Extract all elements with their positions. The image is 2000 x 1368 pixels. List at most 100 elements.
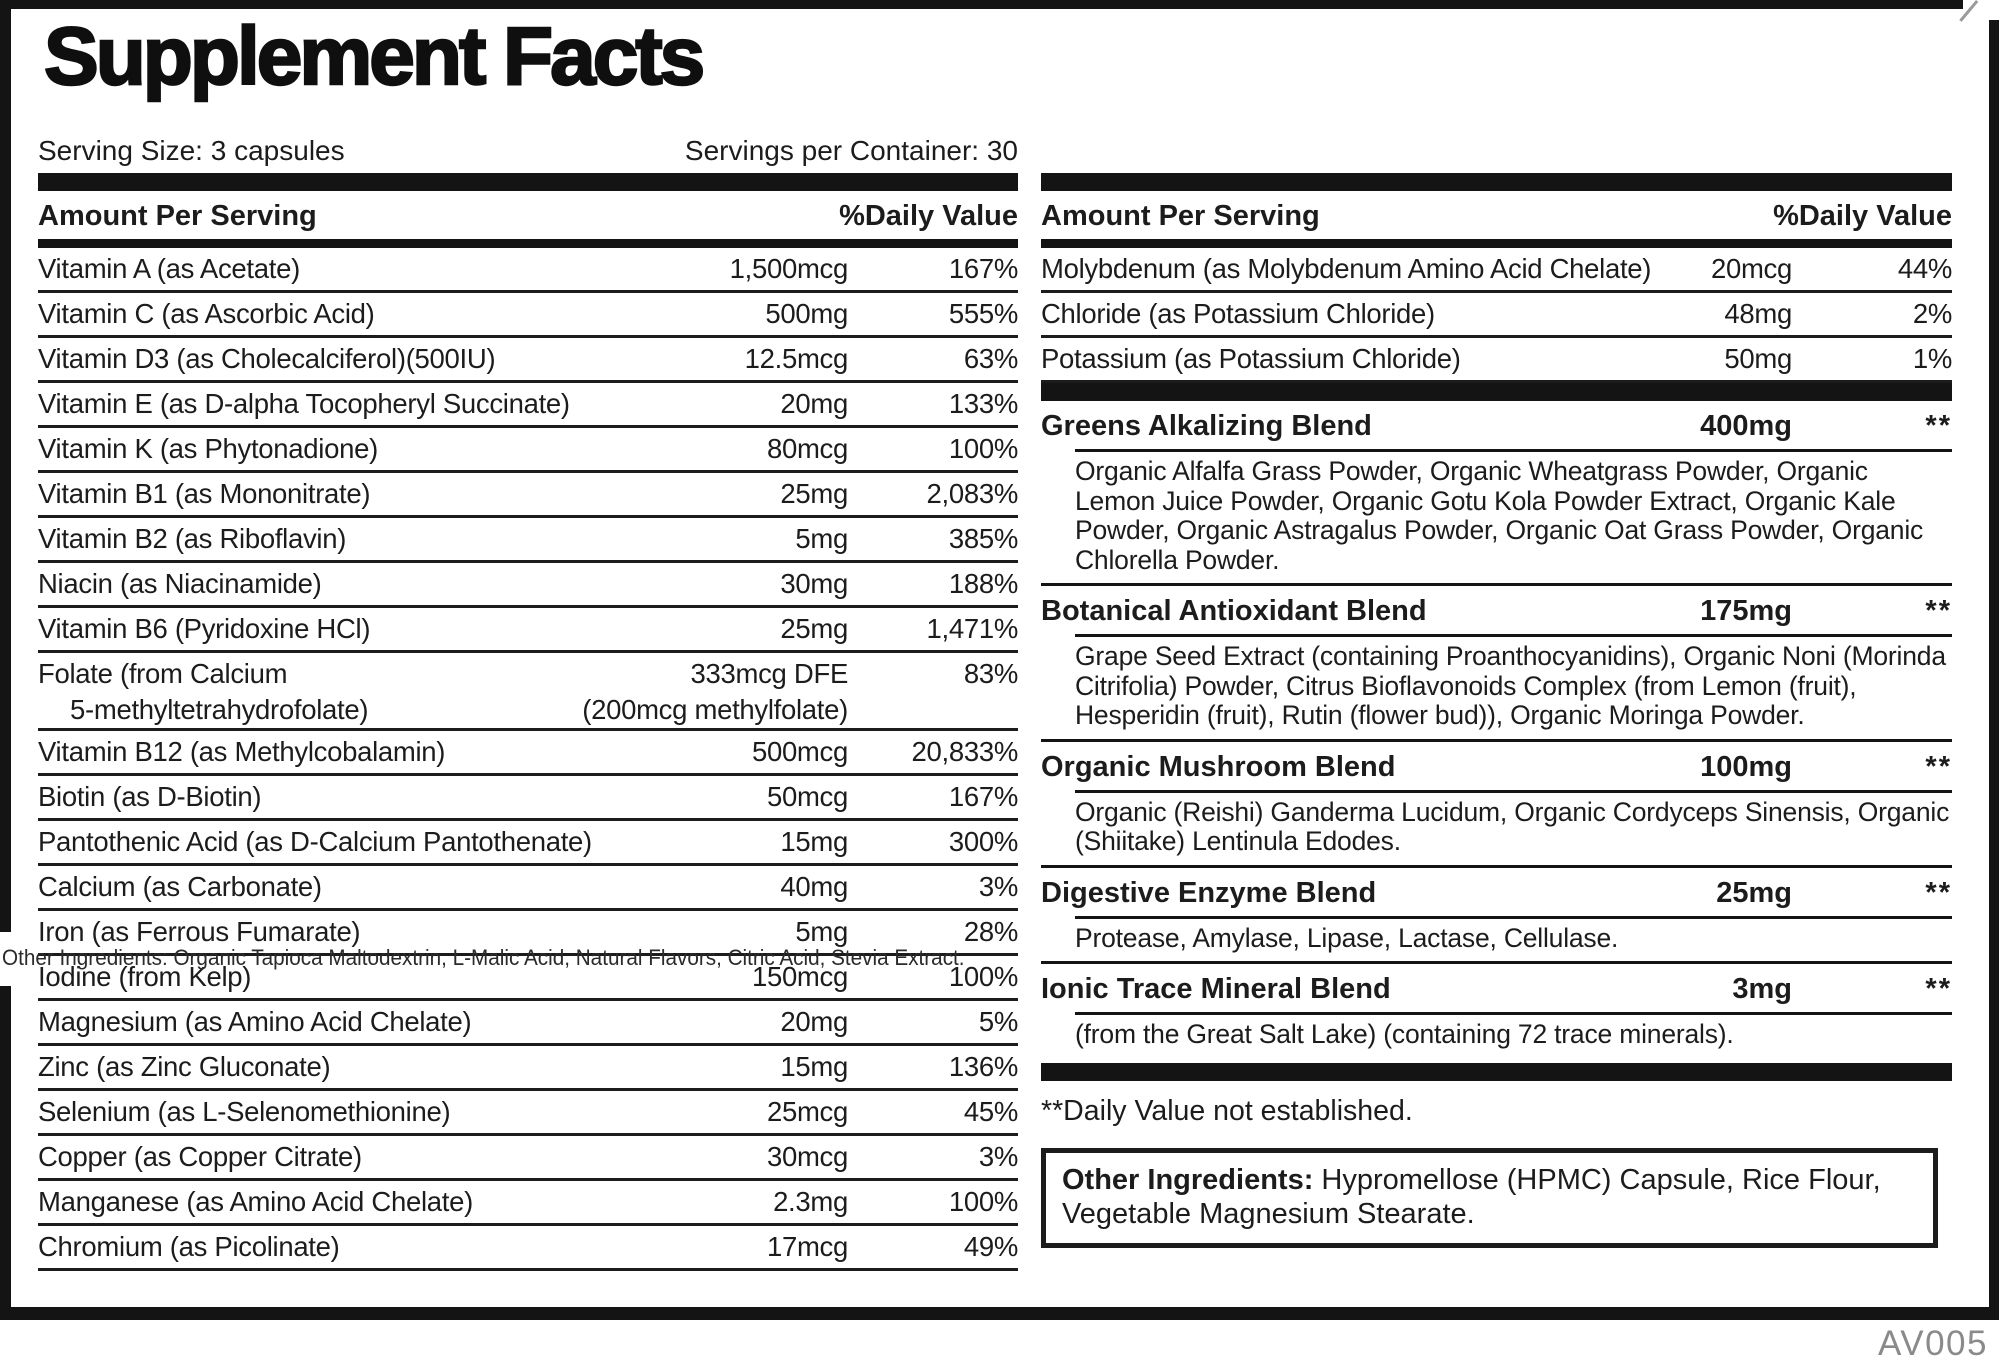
divider-thick (1041, 173, 1952, 191)
nutrient-amount: 25mg (780, 478, 848, 509)
border-gap-patch (0, 932, 13, 986)
blend-header: Greens Alkalizing Blend 400mg ** (1041, 401, 1952, 449)
table-row: Vitamin K (as Phytonadione) 80mcg 100% (38, 428, 1018, 473)
nutrient-daily-value: 133% (948, 388, 1018, 419)
nutrient-daily-value: 45% (963, 1096, 1018, 1127)
blend-sections: Greens Alkalizing Blend 400mg ** Organic… (1041, 401, 1952, 1058)
nutrient-amount: 12.5mcg (744, 343, 849, 374)
nutrient-daily-value: 136% (948, 1051, 1018, 1082)
blend-header: Organic Mushroom Blend 100mg ** (1041, 742, 1952, 790)
divider-medium (1041, 239, 1952, 248)
nutrient-name: Calcium (as Carbonate) (38, 871, 322, 902)
blend-daily-value: ** (1925, 595, 1952, 627)
nutrient-name: Vitamin B1 (as Mononitrate) (38, 478, 371, 509)
nutrient-daily-value: 2,083% (926, 478, 1019, 509)
nutrient-name: Vitamin D3 (as Cholecalciferol)(500IU) (38, 343, 496, 374)
label-code: AV005 (1878, 1324, 1988, 1363)
label-border-right (1989, 20, 1999, 1320)
nutrient-name: Copper (as Copper Citrate) (38, 1141, 362, 1172)
blend-amount: 100mg (1700, 750, 1792, 783)
divider-medium (38, 239, 1018, 248)
table-row: Niacin (as Niacinamide) 30mg 188% (38, 563, 1018, 608)
divider-thick (1041, 1062, 1952, 1081)
nutrient-name: Magnesium (as Amino Acid Chelate) (38, 1006, 472, 1037)
table-row: Manganese (as Amino Acid Chelate) 2.3mg … (38, 1181, 1018, 1226)
blend-name: Organic Mushroom Blend (1041, 750, 1396, 783)
blend-separator (1041, 864, 1952, 868)
nutrient-daily-value: 2% (1912, 298, 1952, 329)
nutrient-amount: 500mg (765, 298, 848, 329)
label-border-top (0, 0, 1963, 9)
blend-section: Ionic Trace Mineral Blend 3mg ** (from t… (1041, 964, 1952, 1058)
nutrient-table-left: Vitamin A (as Acetate) 1,500mcg 167% Vit… (38, 248, 1018, 1271)
nutrient-amount: 40mg (780, 871, 848, 902)
nutrient-daily-value: 167% (948, 781, 1018, 812)
table-row: Potassium (as Potassium Chloride) 50mg 1… (1041, 338, 1952, 383)
nutrient-name: Manganese (as Amino Acid Chelate) (38, 1186, 473, 1217)
nutrient-daily-value: 555% (948, 298, 1018, 329)
nutrient-table-right: Molybdenum (as Molybdenum Amino Acid Che… (1041, 248, 1952, 383)
nutrient-name: Niacin (as Niacinamide) (38, 568, 322, 599)
nutrient-daily-value: 3% (978, 871, 1018, 902)
nutrient-amount: 500mcg (751, 736, 848, 767)
nutrient-name: Vitamin A (as Acetate) (38, 253, 300, 284)
nutrient-daily-value: 20,833% (911, 736, 1019, 767)
nutrient-amount: 20mg (780, 1006, 848, 1037)
left-panel: Serving Size: 3 capsules Servings per Co… (38, 134, 1018, 1271)
blend-ingredients: Organic Alfalfa Grass Powder, Organic Wh… (1075, 456, 1924, 575)
blend-underline (1075, 789, 1952, 793)
nutrient-daily-value: 28% (963, 916, 1018, 947)
nutrient-daily-value: 100% (948, 961, 1018, 992)
nutrient-name: Biotin (as D-Biotin) (38, 781, 262, 812)
daily-value-header: %Daily Value (1773, 200, 1952, 232)
blend-amount: 3mg (1732, 973, 1792, 1005)
nutrient-amount: 25mg (780, 613, 848, 644)
blend-amount: 400mg (1700, 410, 1792, 442)
nutrient-amount: 5mg (795, 523, 848, 554)
blend-section: Greens Alkalizing Blend 400mg ** Organic… (1041, 401, 1952, 586)
nutrient-amount: 25mcg (766, 1096, 848, 1127)
blend-daily-value: ** (1925, 973, 1952, 1005)
nutrient-daily-value: 5% (978, 1006, 1018, 1037)
other-ingredients-label: Other Ingredients: (1062, 1163, 1314, 1196)
other-ingredients-box: Other Ingredients: Hypromellose (HPMC) C… (1041, 1147, 1938, 1248)
nutrient-daily-value: 63% (963, 343, 1018, 374)
table-row: Vitamin B12 (as Methylcobalamin) 500mcg … (38, 731, 1018, 776)
nutrient-amount: 50mg (1724, 343, 1792, 374)
nutrient-amount: 20mcg (1710, 253, 1792, 284)
blend-section: Botanical Antioxidant Blend 175mg ** Gra… (1041, 586, 1952, 742)
nutrient-name: Molybdenum (as Molybdenum Amino Acid Che… (1041, 253, 1652, 284)
right-panel: Amount Per Serving %Daily Value Molybden… (1041, 173, 1952, 1248)
blend-name: Ionic Trace Mineral Blend (1041, 973, 1391, 1005)
servings-per-container: Servings per Container: 30 (684, 135, 1018, 166)
blend-section: Organic Mushroom Blend 100mg ** Organic … (1041, 742, 1952, 868)
blend-daily-value: ** (1925, 876, 1952, 909)
table-row: Vitamin E (as D-alpha Tocopheryl Succina… (38, 383, 1018, 428)
blend-header: Ionic Trace Mineral Blend 3mg ** (1041, 964, 1952, 1012)
blend-amount: 175mg (1700, 595, 1792, 627)
table-row: Molybdenum (as Molybdenum Amino Acid Che… (1041, 248, 1952, 293)
nutrient-daily-value: 300% (948, 826, 1018, 857)
daily-value-footnote: **Daily Value not established. (1041, 1094, 1413, 1127)
table-row: Selenium (as L-Selenomethionine) 25mcg 4… (38, 1091, 1018, 1136)
blend-name: Greens Alkalizing Blend (1041, 410, 1372, 442)
amount-per-serving-header: Amount Per Serving (38, 200, 317, 232)
nutrient-name: Pantothenic Acid (as D-Calcium Pantothen… (38, 826, 592, 857)
nutrient-name: Vitamin E (as D-alpha Tocopheryl Succina… (38, 388, 570, 419)
nutrient-amount: 15mg (780, 826, 848, 857)
nutrient-daily-value: 1,471% (926, 613, 1019, 644)
serving-size: Serving Size: 3 capsules (38, 135, 345, 166)
table-row: Pantothenic Acid (as D-Calcium Pantothen… (38, 821, 1018, 866)
nutrient-name: Iron (as Ferrous Fumarate) (38, 916, 361, 947)
nutrient-name: Vitamin C (as Ascorbic Acid) (38, 298, 375, 329)
divider-thick (38, 173, 1018, 191)
nutrient-name: Folate (from Calcium 5-methyltetrahydrof… (38, 658, 369, 725)
nutrient-amount: 30mcg (766, 1141, 848, 1172)
nutrient-amount: 17mcg (766, 1231, 848, 1262)
blend-ingredients: Organic (Reishi) Ganderma Lucidum, Organ… (1075, 796, 1950, 856)
table-row: Vitamin C (as Ascorbic Acid) 500mg 555% (38, 293, 1018, 338)
table-row: Vitamin B6 (Pyridoxine HCl) 25mg 1,471% (38, 608, 1018, 653)
nutrient-daily-value: 83% (963, 658, 1018, 689)
blend-name: Botanical Antioxidant Blend (1041, 595, 1427, 627)
